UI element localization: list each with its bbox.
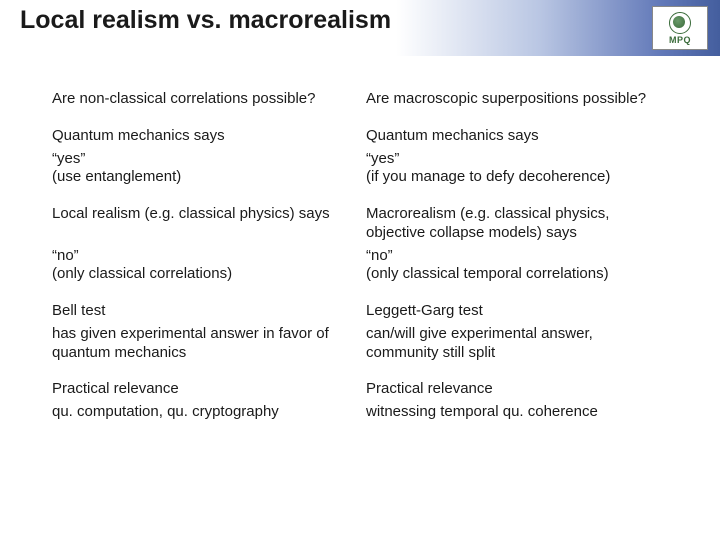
cell-left: has given experimental answer in favor o…: [52, 325, 366, 363]
cell-right: “yes” (if you manage to defy decoherence…: [366, 150, 666, 188]
cell-right: “no” (only classical temporal correlatio…: [366, 247, 666, 285]
cell-left: Bell test: [52, 302, 366, 321]
table-row: has given experimental answer in favor o…: [52, 325, 676, 363]
minerva-icon: [669, 12, 691, 34]
cell-right: Are macroscopic superpositions possible?: [366, 90, 666, 109]
cell-right: witnessing temporal qu. coherence: [366, 403, 666, 422]
slide-title: Local realism vs. macrorealism: [20, 6, 391, 35]
cell-left: Practical relevance: [52, 380, 366, 399]
cell-right: Practical relevance: [366, 380, 666, 399]
table-row: Bell testLeggett-Garg test: [52, 302, 676, 321]
table-row: “yes” (use entanglement)“yes” (if you ma…: [52, 150, 676, 188]
mpq-logo: MPQ: [652, 6, 708, 50]
table-row: Are non-classical correlations possible?…: [52, 90, 676, 109]
cell-left: qu. computation, qu. cryptography: [52, 403, 366, 422]
table-row: “no” (only classical correlations)“no” (…: [52, 247, 676, 285]
cell-right: Quantum mechanics says: [366, 127, 666, 146]
cell-left: “yes” (use entanglement): [52, 150, 366, 188]
cell-right: Macrorealism (e.g. classical physics, ob…: [366, 205, 666, 243]
comparison-table: Are non-classical correlations possible?…: [0, 56, 720, 450]
logo-text: MPQ: [669, 35, 691, 45]
cell-right: can/will give experimental answer, commu…: [366, 325, 666, 363]
cell-left: “no” (only classical correlations): [52, 247, 366, 285]
cell-right: Leggett-Garg test: [366, 302, 666, 321]
table-row: Practical relevancePractical relevance: [52, 380, 676, 399]
slide-header: Local realism vs. macrorealism MPQ: [0, 0, 720, 56]
table-row: Local realism (e.g. classical physics) s…: [52, 205, 676, 243]
cell-left: Quantum mechanics says: [52, 127, 366, 146]
cell-left: Are non-classical correlations possible?: [52, 90, 366, 109]
table-row: Quantum mechanics saysQuantum mechanics …: [52, 127, 676, 146]
cell-left: Local realism (e.g. classical physics) s…: [52, 205, 366, 243]
table-row: qu. computation, qu. cryptographywitness…: [52, 403, 676, 422]
